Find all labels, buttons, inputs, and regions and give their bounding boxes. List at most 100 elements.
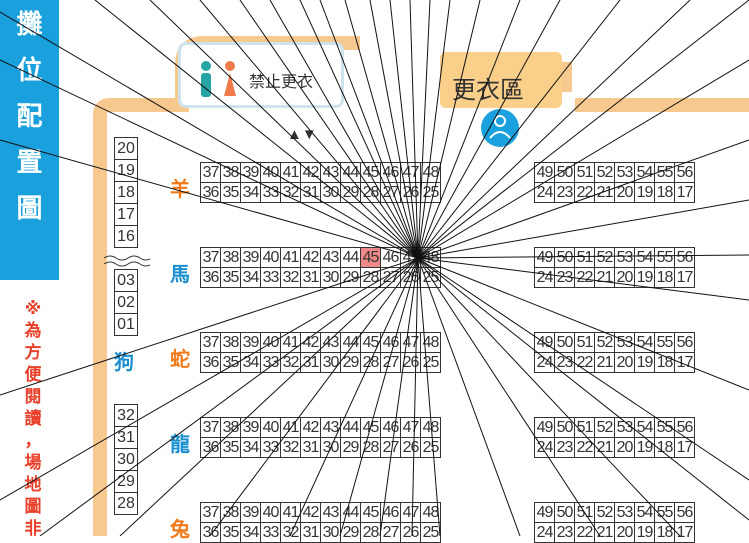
booth-cell[interactable]: 36 (200, 267, 221, 288)
booth-cell[interactable]: 51 (574, 332, 595, 353)
booth-cell[interactable]: 19 (634, 437, 655, 458)
ray-line (119, 257, 419, 536)
booth-cell[interactable]: 18 (654, 182, 675, 203)
ray-line (417, 254, 749, 259)
booth-cell[interactable]: 43 (320, 417, 341, 438)
booth-cell[interactable]: 42 (300, 247, 321, 268)
booth-cell[interactable]: 53 (614, 332, 635, 353)
zone-label: 馬 (170, 262, 190, 286)
booth-cell[interactable]: 19 (634, 267, 655, 288)
booth-cell[interactable]: 18 (654, 267, 675, 288)
zone-label: 龍 (170, 432, 190, 456)
booth-cell[interactable]: 17 (674, 437, 695, 458)
booth-cell[interactable]: 25 (420, 437, 441, 458)
booth-cell[interactable]: 30 (320, 182, 341, 203)
booth-cell[interactable]: 48 (420, 162, 441, 183)
booth-cell[interactable]: 33 (260, 352, 281, 373)
booth-cell[interactable]: 29 (340, 437, 361, 458)
booth-cell[interactable]: 02 (114, 291, 138, 314)
booth-cell[interactable]: 55 (654, 502, 675, 523)
ray-line (417, 199, 749, 259)
ray-line (339, 257, 419, 536)
booth-cell[interactable]: 03 (114, 269, 138, 292)
booth-cell[interactable]: 44 (340, 502, 361, 523)
booth-cell[interactable]: 56 (674, 332, 695, 353)
booth-cell[interactable]: 45 (360, 502, 381, 523)
ray-line (417, 257, 749, 521)
booth-cell[interactable]: 17 (674, 267, 695, 288)
booth-cell[interactable]: 22 (574, 437, 595, 458)
booth-cell[interactable]: 34 (240, 437, 261, 458)
booth-cell[interactable]: 43 (320, 502, 341, 523)
booth-cell[interactable]: 33 (260, 182, 281, 203)
note-char: 為 (24, 321, 42, 341)
booth-cell[interactable]: 01 (114, 313, 138, 336)
ray-line (149, 0, 419, 259)
booth-cell[interactable]: 31 (300, 437, 321, 458)
ray-line (0, 257, 419, 396)
booth-cell[interactable]: 26 (400, 437, 421, 458)
booth-cell[interactable]: 24 (534, 267, 555, 288)
booth-cell[interactable]: 39 (240, 332, 261, 353)
booth-cell[interactable]: 32 (114, 404, 138, 427)
booth-cell[interactable]: 21 (594, 352, 615, 373)
booth-cell[interactable]: 33 (260, 267, 281, 288)
note-text: ※ 為方便閱讀，場地圖非 (20, 298, 46, 540)
booth-cell[interactable]: 55 (654, 332, 675, 353)
booth-cell[interactable]: 20 (614, 267, 635, 288)
booth-cell[interactable]: 17 (114, 203, 138, 226)
booth-cell[interactable]: 42 (300, 417, 321, 438)
booth-cell[interactable]: 17 (674, 182, 695, 203)
zone-label: 羊 (170, 177, 190, 201)
booth-cell[interactable]: 19 (634, 352, 655, 373)
booth-cell[interactable]: 31 (300, 267, 321, 288)
booth-cell[interactable]: 16 (114, 225, 138, 248)
ray-line (0, 11, 419, 259)
booth-cell[interactable]: 17 (674, 352, 695, 373)
booth-cell[interactable]: 49 (534, 417, 555, 438)
booth-cell[interactable]: 56 (674, 247, 695, 268)
booth-cell[interactable]: 34 (240, 352, 261, 373)
booth-cell[interactable]: 54 (634, 247, 655, 268)
booth-cell[interactable]: 31 (114, 426, 138, 449)
booth-cell[interactable]: 51 (574, 417, 595, 438)
booth-cell[interactable]: 36 (200, 352, 221, 373)
break-mark (103, 254, 153, 273)
booth-cell[interactable]: 47 (400, 417, 421, 438)
booth-cell[interactable]: 56 (674, 162, 695, 183)
booth-row: 24 23 22 21 20 19 18 17 (534, 182, 695, 203)
booth-cell[interactable]: 28 (114, 492, 138, 515)
note-char: ※ (24, 299, 42, 319)
booth-cell[interactable]: 40 (260, 162, 281, 183)
booth-cell[interactable]: 30 (320, 267, 341, 288)
booth-cell[interactable]: 24 (534, 182, 555, 203)
booth-cell[interactable]: 40 (260, 332, 281, 353)
ray-line (94, 0, 419, 259)
booth-cell[interactable]: 18 (654, 437, 675, 458)
booth-cell[interactable]: 48 (420, 332, 441, 353)
booth-cell[interactable]: 23 (554, 182, 575, 203)
booth-cell[interactable]: 20 (614, 437, 635, 458)
booth-cell[interactable]: 18 (114, 181, 138, 204)
ray-line (0, 59, 419, 259)
booth-cell[interactable]: 36 (200, 437, 221, 458)
booth-cell[interactable]: 35 (220, 267, 241, 288)
booth-cell[interactable]: 53 (614, 502, 635, 523)
booth-cell[interactable]: 31 (300, 352, 321, 373)
booth-cell[interactable]: 39 (240, 247, 261, 268)
ray-line (417, 257, 601, 536)
booth-cell[interactable]: 37 (200, 162, 221, 183)
booth-cell[interactable]: 53 (614, 417, 635, 438)
booth-cell[interactable]: 35 (220, 437, 241, 458)
booth-cell[interactable]: 32 (280, 437, 301, 458)
booth-cell[interactable]: 56 (674, 502, 695, 523)
ray-line (417, 257, 681, 536)
booth-cell[interactable]: 53 (614, 247, 635, 268)
note-char: 場 (24, 453, 42, 473)
